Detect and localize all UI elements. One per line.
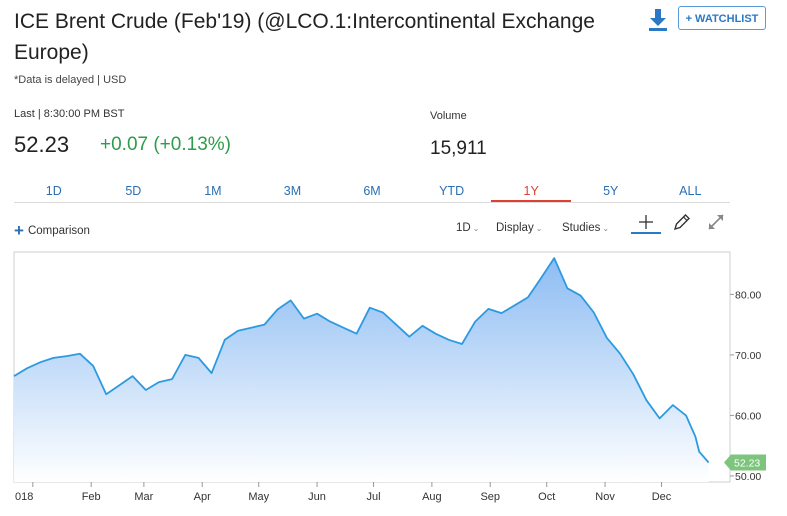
volume-label: Volume: [430, 110, 467, 122]
interval-label: 1D: [456, 222, 471, 234]
x-tick-label: Nov: [595, 491, 615, 503]
expand-icon[interactable]: [706, 212, 726, 232]
price-line: [13, 257, 710, 464]
studies-label: Studies: [562, 222, 601, 234]
last-value-badge: 52.23: [724, 454, 766, 471]
tab-3m[interactable]: 3M: [283, 184, 302, 198]
chevron-down-icon: ⌄: [535, 224, 543, 233]
download-icon[interactable]: [647, 8, 669, 32]
tab-1y[interactable]: 1Y: [491, 180, 571, 202]
tab-6m[interactable]: 6M: [363, 184, 381, 198]
x-tick-label: Mar: [134, 491, 153, 503]
chevron-down-icon: ⌄: [602, 224, 610, 233]
crosshair-icon[interactable]: [630, 212, 662, 236]
chevron-down-icon: ⌄: [472, 224, 480, 233]
last-trade-label: Last | 8:30:00 PM BST: [14, 108, 125, 120]
comparison-button[interactable]: + Comparison: [14, 221, 90, 241]
y-tick-label: 50.00: [735, 471, 761, 483]
volume-value: 15,911: [430, 138, 487, 159]
tab-1m[interactable]: 1M: [204, 184, 222, 198]
x-tick-label: Aug: [422, 491, 442, 503]
plus-icon: +: [14, 221, 24, 240]
x-tick-label: Oct: [538, 491, 555, 503]
x-tick-label: Sep: [480, 491, 500, 503]
x-tick-label: Feb: [82, 491, 101, 503]
price-change: +0.07 (+0.13%): [100, 134, 231, 155]
x-axis: 018 Feb Mar Apr May Jun Jul Aug Sep Oct Nov Dec: [15, 482, 672, 503]
y-tick-label: 80.00: [735, 289, 761, 301]
tab-5y[interactable]: 5Y: [603, 184, 619, 198]
interval-dropdown[interactable]: 1D ⌄: [456, 222, 479, 234]
display-dropdown[interactable]: Display ⌄: [496, 222, 542, 234]
tab-ytd[interactable]: YTD: [439, 184, 465, 198]
last-value-badge-shape: [724, 454, 766, 471]
data-delay-note: *Data is delayed | USD: [14, 74, 127, 86]
x-tick-label: 018: [15, 491, 33, 503]
y-tick-label: 70.00: [735, 350, 761, 362]
x-tick-label: Dec: [652, 491, 672, 503]
display-label: Display: [496, 222, 534, 234]
price-area: [14, 258, 709, 482]
x-tick-label: Apr: [194, 491, 211, 503]
range-tabs: 1D 5D 1M 3M 6M YTD 1Y 5Y ALL: [14, 180, 730, 203]
y-axis: 80.00 70.00 60.00 50.00: [730, 289, 761, 483]
x-tick-label: Jun: [308, 491, 326, 503]
last-price: 52.23: [14, 132, 70, 157]
last-value-label: 52.23: [734, 457, 760, 469]
page-title: ICE Brent Crude (Feb'19) (@LCO.1:Interco…: [14, 10, 595, 64]
x-tick-label: Jul: [366, 491, 380, 503]
y-tick-label: 60.00: [735, 410, 761, 422]
comparison-label: Comparison: [27, 225, 90, 237]
watchlist-button[interactable]: + WATCHLIST: [678, 6, 766, 30]
x-tick-label: May: [248, 491, 269, 503]
tab-5d[interactable]: 5D: [125, 184, 142, 198]
draw-pencil-icon[interactable]: [672, 212, 692, 232]
tab-1d[interactable]: 1D: [45, 184, 62, 198]
tab-all[interactable]: ALL: [679, 184, 702, 198]
studies-dropdown[interactable]: Studies ⌄: [562, 222, 609, 234]
